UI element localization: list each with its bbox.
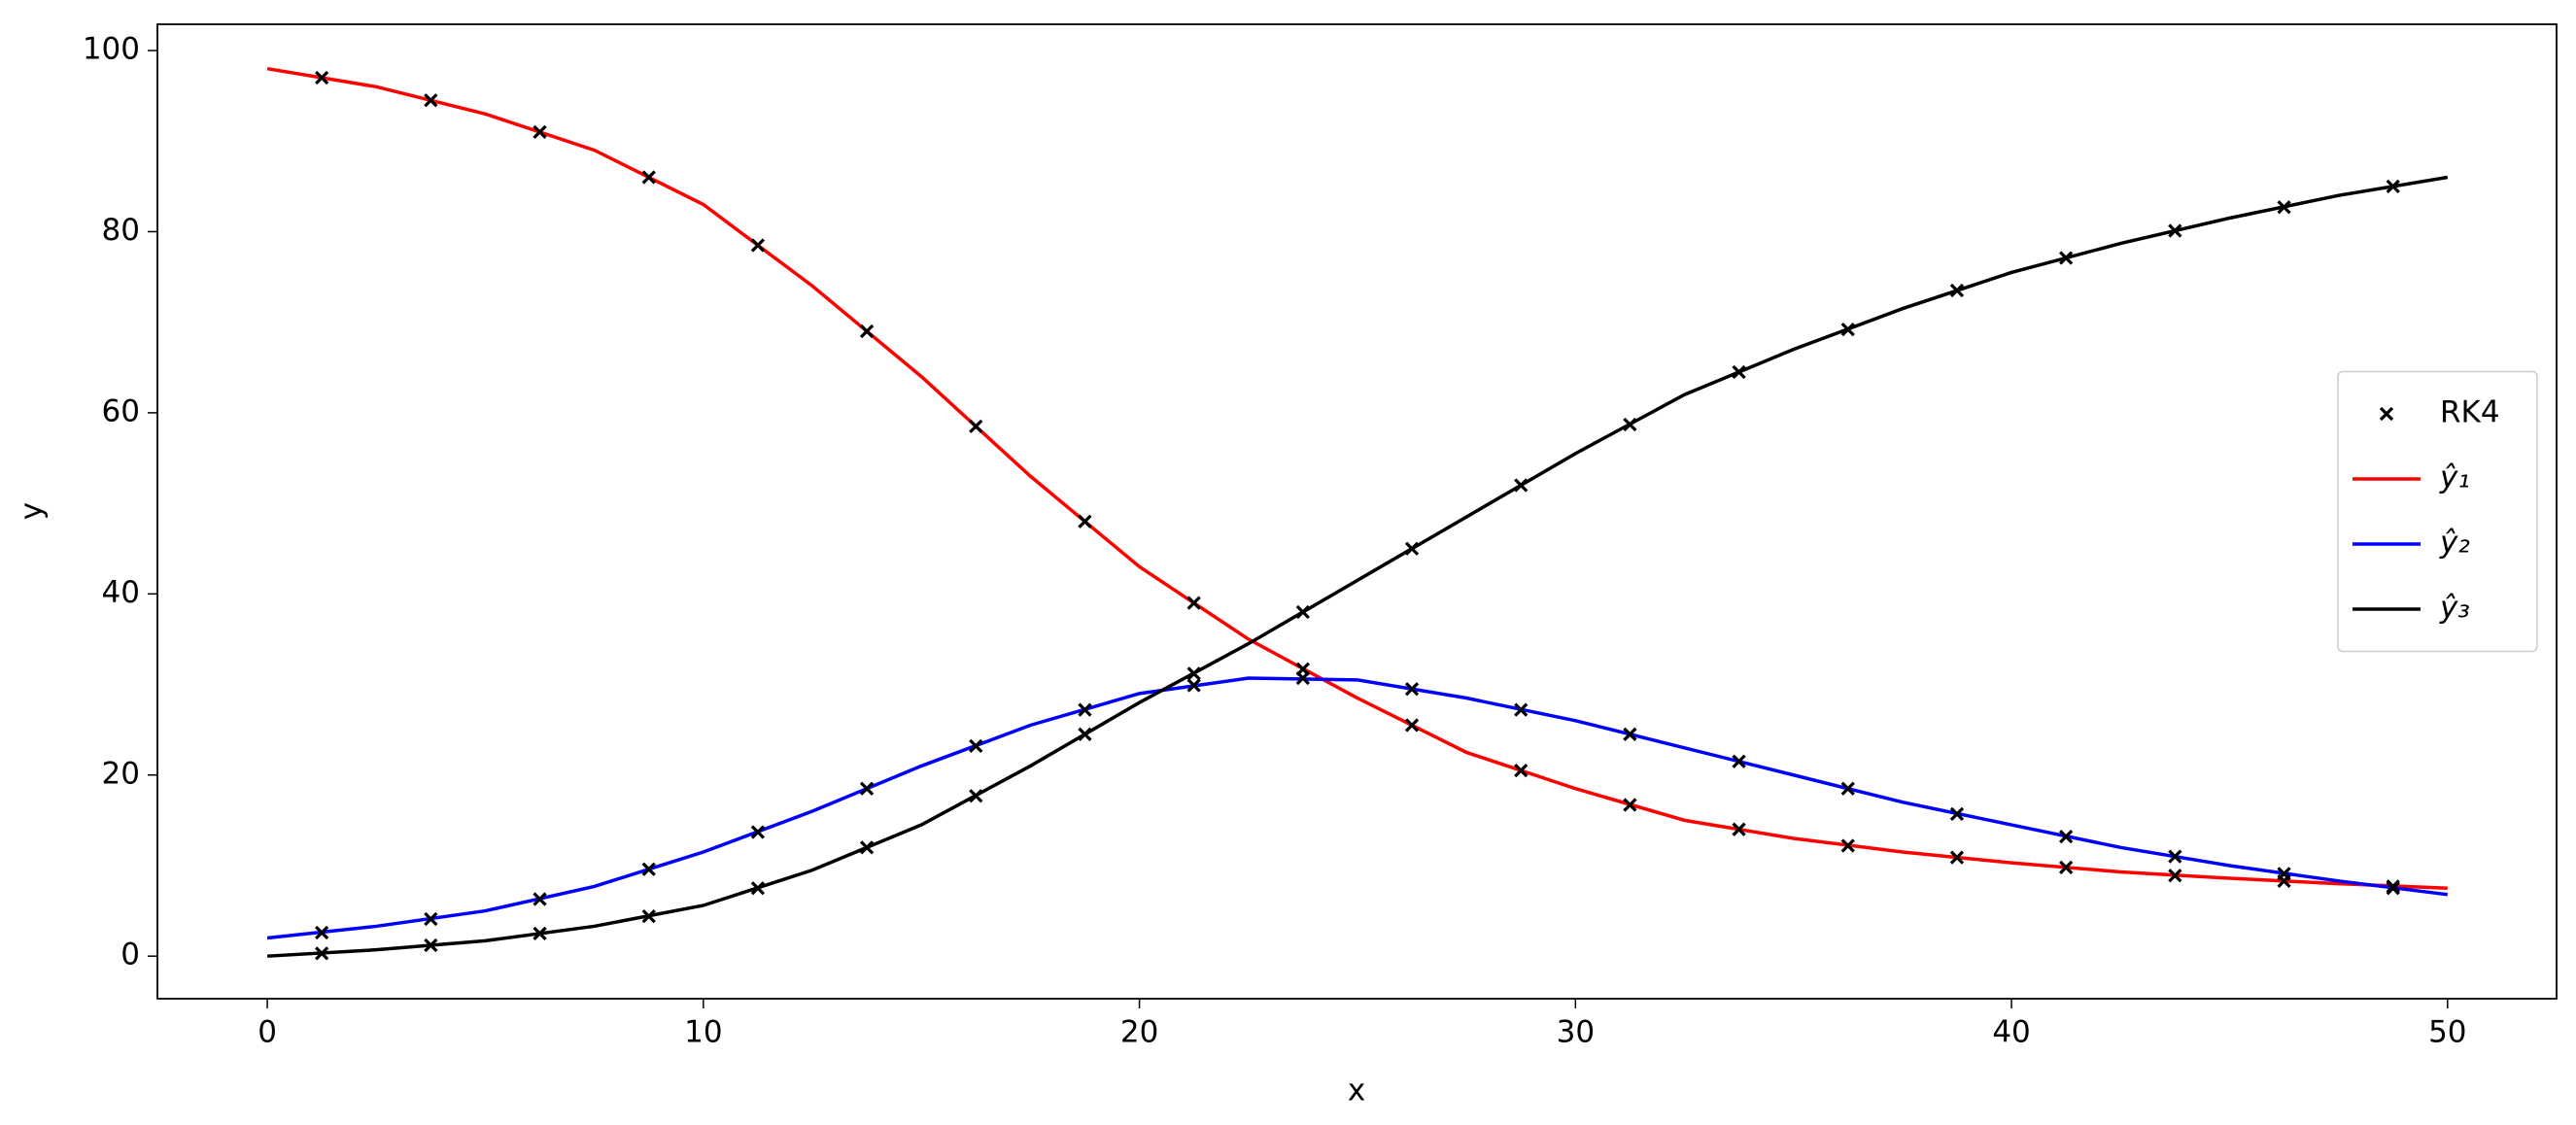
- x-tick-label: 50: [2428, 1015, 2466, 1050]
- rk4-marker: [2059, 830, 2074, 844]
- rk4-marker: [1623, 798, 1637, 812]
- rk4-marker: [1623, 417, 1637, 432]
- rk4-marker: [2379, 406, 2394, 422]
- rk4-marker: [1404, 718, 1420, 733]
- rk4-marker: [2059, 251, 2074, 265]
- series-line: [266, 676, 2449, 940]
- rk4-marker: [641, 909, 656, 924]
- rk4-marker: [750, 825, 766, 839]
- x-tick-label: 10: [684, 1015, 722, 1050]
- rk4-marker: [2386, 881, 2400, 896]
- rk4-marker: [969, 419, 983, 434]
- rk4-marker: [969, 738, 983, 754]
- rk4-marker: [1514, 763, 1528, 778]
- rk4-marker: [750, 238, 766, 253]
- rk4-marker: [2277, 200, 2291, 215]
- y-tick-label: 60: [102, 393, 140, 428]
- rk4-marker: [1732, 364, 1746, 380]
- rk4-marker: [1732, 822, 1746, 836]
- rk4-marker: [859, 324, 875, 339]
- rk4-marker: [1732, 754, 1746, 768]
- rk4-marker: [859, 840, 875, 855]
- y-tick-label: 80: [102, 213, 140, 248]
- x-tick-label: 20: [1120, 1015, 1158, 1050]
- rk4-marker: [2168, 849, 2182, 864]
- rk4-marker: [1623, 727, 1637, 741]
- y-axis-label: y: [15, 502, 50, 520]
- y-tick-label: 40: [102, 575, 140, 610]
- rk4-marker: [315, 946, 329, 961]
- x-tick-label: 40: [1992, 1015, 2030, 1050]
- rk4-marker: [1514, 702, 1528, 717]
- rk4-marker: [641, 862, 656, 876]
- rk4-marker: [2168, 869, 2182, 883]
- legend-box: [2337, 370, 2538, 653]
- rk4-marker: [1186, 666, 1201, 681]
- series-line: [266, 66, 2448, 891]
- rk4-marker: [1295, 604, 1310, 620]
- legend-label: ŷ₃: [2439, 591, 2470, 626]
- rk4-marker: [424, 938, 438, 953]
- rk4-marker: [2168, 223, 2182, 238]
- rk4-marker: [532, 926, 547, 941]
- rk4-marker: [424, 93, 438, 108]
- rk4-marker: [859, 781, 875, 796]
- rk4-marker: [1949, 283, 1965, 298]
- rk4-marker: [315, 70, 329, 85]
- y-tick-label: 100: [83, 32, 140, 67]
- rk4-marker: [1295, 670, 1310, 686]
- x-tick-label: 30: [1557, 1015, 1595, 1050]
- rk4-marker: [2386, 179, 2400, 193]
- rk4-marker: [641, 170, 656, 185]
- rk4-marker: [532, 892, 547, 906]
- rk4-marker: [1949, 850, 1965, 865]
- rk4-marker: [1840, 781, 1855, 796]
- rk4-marker: [1949, 806, 1965, 821]
- rk4-marker: [969, 789, 983, 803]
- y-tick-label: 0: [120, 938, 140, 972]
- rk4-marker: [1840, 323, 1855, 337]
- rk4-marker: [532, 124, 547, 140]
- rk4-marker: [1404, 541, 1420, 556]
- rk4-marker: [1078, 514, 1092, 528]
- y-tick-label: 20: [102, 756, 140, 791]
- x-axis-label: x: [1348, 1074, 1365, 1108]
- rk4-marker: [1404, 682, 1420, 697]
- legend-label: RK4: [2440, 395, 2500, 430]
- rk4-marker: [2059, 860, 2074, 874]
- x-tick-label: 0: [258, 1015, 277, 1050]
- series-line: [266, 175, 2449, 958]
- legend-label: ŷ₁: [2439, 460, 2470, 495]
- rk4-marker: [1186, 678, 1201, 693]
- rk4-marker: [2277, 867, 2291, 881]
- rk4-marker: [750, 881, 766, 896]
- rk4-marker: [1514, 478, 1528, 493]
- rk4-marker: [1840, 838, 1855, 853]
- rk4-marker: [1078, 702, 1092, 717]
- rk4-marker: [1078, 727, 1092, 741]
- rk4-marker: [1186, 596, 1201, 610]
- rk4-marker: [424, 911, 438, 927]
- rk4-marker: [315, 925, 329, 940]
- legend: RK4 ŷ₁ ŷ₂ ŷ₃: [2337, 370, 2538, 653]
- legend-label: ŷ₂: [2439, 526, 2470, 561]
- plot-frame: [156, 23, 2558, 1000]
